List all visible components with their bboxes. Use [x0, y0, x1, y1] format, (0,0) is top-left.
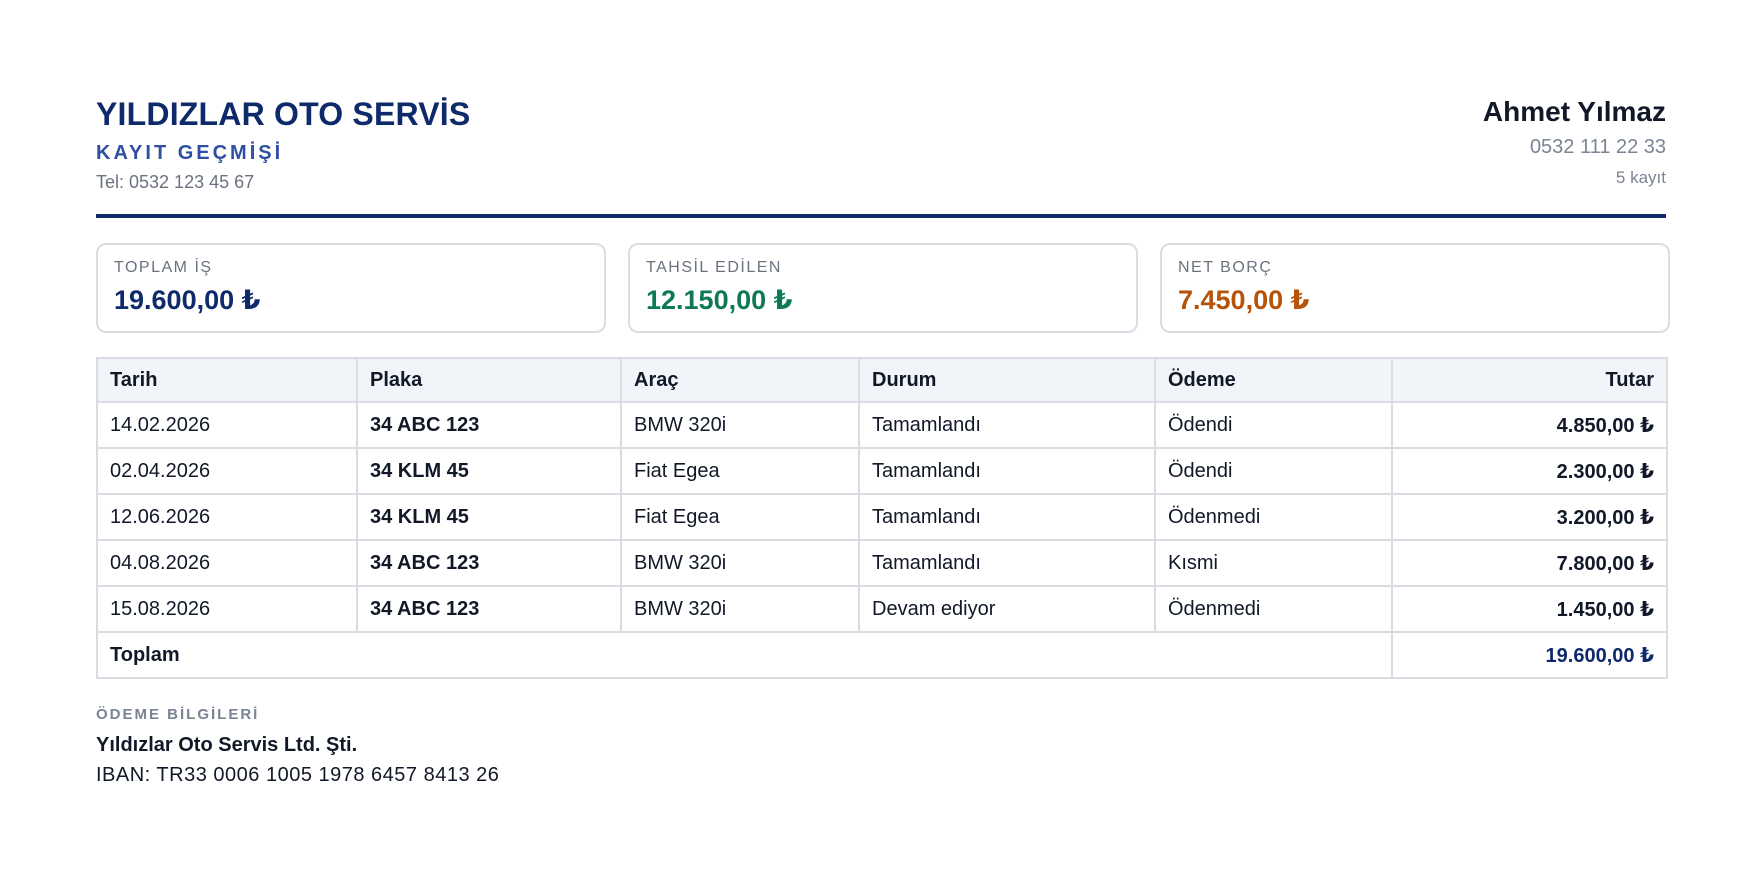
cell-amount: 4.850,00 ₺	[1391, 401, 1668, 449]
cell-amount: 1.450,00 ₺	[1391, 585, 1668, 633]
cell-status: Tamamlandı	[858, 493, 1156, 541]
card-label: TOPLAM İŞ	[114, 259, 213, 276]
record-count: 5 kayıt	[1615, 168, 1666, 187]
table-row: 15.08.2026 34 ABC 123 BMW 320i Devam edi…	[96, 585, 1668, 633]
document-header: YILDIZLAR OTO SERVİS KAYIT GEÇMİŞİ Tel: …	[96, 96, 1666, 220]
records-table-container: Tarih Plaka Araç Durum Ödeme Tutar 14.02…	[96, 357, 1668, 679]
cell-payment: Ödendi	[1154, 447, 1393, 495]
cell-date: 04.08.2026	[96, 539, 358, 587]
card-label: TAHSİL EDİLEN	[646, 259, 782, 276]
column-header-amount: Tutar	[1391, 357, 1668, 403]
table-row: 12.06.2026 34 KLM 45 Fiat Egea Tamamland…	[96, 493, 1668, 541]
collected-card: TAHSİL EDİLEN 12.150,00 ₺	[628, 243, 1138, 333]
cell-vehicle: BMW 320i	[620, 539, 860, 587]
cell-vehicle: Fiat Egea	[620, 493, 860, 541]
card-value: 7.450,00 ₺	[1178, 285, 1310, 315]
cell-vehicle: BMW 320i	[620, 401, 860, 449]
payment-company-name: Yıldızlar Oto Servis Ltd. Şti.	[96, 734, 358, 756]
column-header-vehicle: Araç	[620, 357, 860, 403]
table-row: 02.04.2026 34 KLM 45 Fiat Egea Tamamland…	[96, 447, 1668, 495]
table-row: 04.08.2026 34 ABC 123 BMW 320i Tamamland…	[96, 539, 1668, 587]
table-header-row: Tarih Plaka Araç Durum Ödeme Tutar	[96, 357, 1668, 403]
summary-cards: TOPLAM İŞ 19.600,00 ₺ TAHSİL EDİLEN 12.1…	[96, 243, 1670, 333]
cell-amount: 2.300,00 ₺	[1391, 447, 1668, 495]
cell-date: 15.08.2026	[96, 585, 358, 633]
column-header-status: Durum	[858, 357, 1156, 403]
records-table: Tarih Plaka Araç Durum Ödeme Tutar 14.02…	[96, 357, 1668, 679]
total-value: 19.600,00 ₺	[1391, 631, 1668, 679]
cell-status: Devam ediyor	[858, 585, 1156, 633]
cell-amount: 7.800,00 ₺	[1391, 539, 1668, 587]
company-phone: Tel: 0532 123 45 67	[96, 172, 255, 192]
header-divider	[96, 214, 1666, 218]
column-header-date: Tarih	[96, 357, 358, 403]
table-row: 14.02.2026 34 ABC 123 BMW 320i Tamamland…	[96, 401, 1668, 449]
cell-date: 02.04.2026	[96, 447, 358, 495]
cell-vehicle: BMW 320i	[620, 585, 860, 633]
cell-status: Tamamlandı	[858, 539, 1156, 587]
cell-plate: 34 KLM 45	[356, 493, 622, 541]
cell-plate: 34 ABC 123	[356, 585, 622, 633]
cell-payment: Ödenmedi	[1154, 585, 1393, 633]
cell-amount: 3.200,00 ₺	[1391, 493, 1668, 541]
company-name: YILDIZLAR OTO SERVİS	[96, 96, 471, 132]
customer-phone: 0532 111 22 33	[1529, 136, 1666, 158]
cell-payment: Kısmi	[1154, 539, 1393, 587]
cell-payment: Ödenmedi	[1154, 493, 1393, 541]
payment-info-heading: ÖDEME BİLGİLERİ	[96, 706, 260, 723]
document-title: KAYIT GEÇMİŞİ	[96, 142, 284, 164]
table-total-row: Toplam 19.600,00 ₺	[96, 631, 1668, 679]
cell-date: 12.06.2026	[96, 493, 358, 541]
total-label: Toplam	[96, 631, 1393, 679]
cell-payment: Ödendi	[1154, 401, 1393, 449]
cell-vehicle: Fiat Egea	[620, 447, 860, 495]
cell-status: Tamamlandı	[858, 447, 1156, 495]
card-label: NET BORÇ	[1178, 259, 1273, 276]
card-value: 12.150,00 ₺	[646, 285, 793, 315]
net-debt-card: NET BORÇ 7.450,00 ₺	[1160, 243, 1670, 333]
cell-plate: 34 ABC 123	[356, 401, 622, 449]
cell-plate: 34 ABC 123	[356, 539, 622, 587]
customer-name: Ahmet Yılmaz	[1482, 96, 1666, 127]
cell-plate: 34 KLM 45	[356, 447, 622, 495]
column-header-plate: Plaka	[356, 357, 622, 403]
payment-iban: IBAN: TR33 0006 1005 1978 6457 8413 26	[96, 764, 500, 786]
cell-date: 14.02.2026	[96, 401, 358, 449]
column-header-payment: Ödeme	[1154, 357, 1393, 403]
cell-status: Tamamlandı	[858, 401, 1156, 449]
card-value: 19.600,00 ₺	[114, 285, 261, 315]
payment-info: ÖDEME BİLGİLERİ Yıldızlar Oto Servis Ltd…	[96, 706, 896, 796]
total-work-card: TOPLAM İŞ 19.600,00 ₺	[96, 243, 606, 333]
